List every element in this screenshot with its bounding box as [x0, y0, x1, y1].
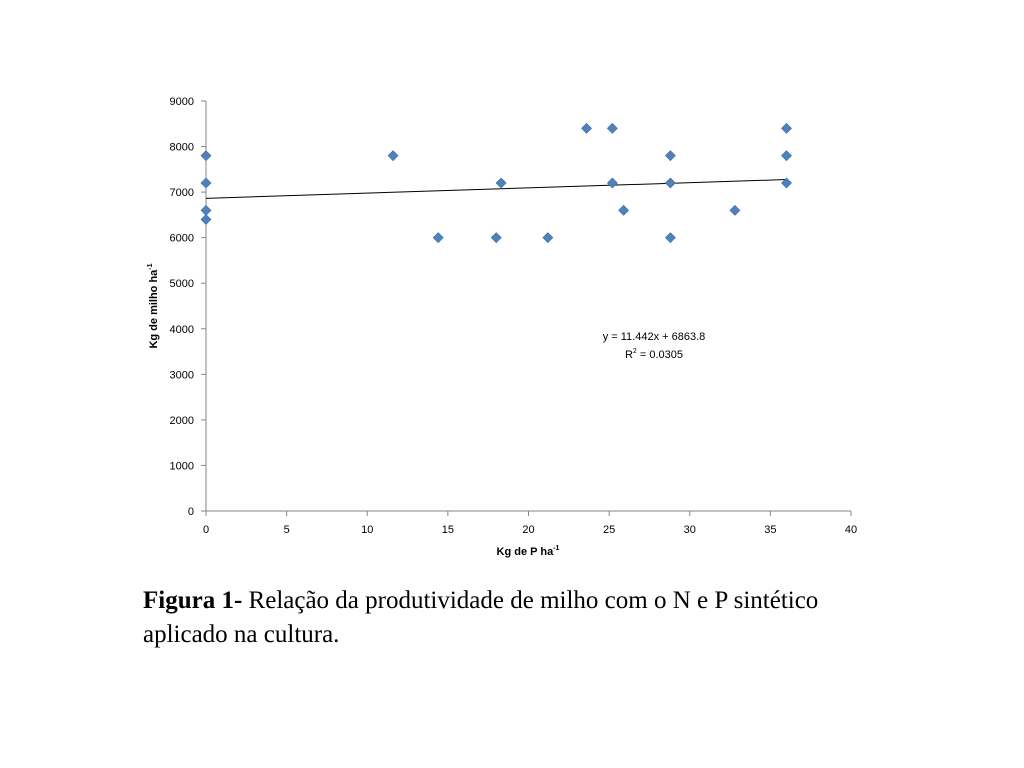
caption-prefix: Figura 1	[143, 587, 234, 614]
data-point	[432, 232, 444, 244]
y-tick-label: 8000	[170, 142, 194, 154]
y-tick-label: 1000	[170, 460, 194, 472]
x-tick-label: 40	[845, 524, 857, 536]
r-squared-value: = 0.0305	[637, 349, 683, 361]
scatter-chart: 0 1000 2000 3000 4000 5000 6000 7000 8000 9000 0 5…	[147, 96, 857, 558]
data-point	[200, 204, 212, 216]
x-tick-label: 0	[203, 524, 209, 536]
x-tick-label: 30	[684, 524, 696, 536]
data-point	[490, 232, 502, 244]
r-squared-symbol: R	[625, 349, 633, 361]
r-squared-label: R2 = 0.0305	[625, 348, 683, 361]
y-tick-label: 4000	[170, 324, 194, 336]
data-point	[606, 122, 618, 134]
r-squared-superscript: 2	[633, 348, 637, 355]
x-tick-label: 35	[764, 524, 776, 536]
x-axis-title: Kg de P ha-1	[497, 545, 560, 558]
data-point	[781, 177, 792, 189]
y-tick-label: 3000	[170, 369, 194, 381]
y-axis: 0 1000 2000 3000 4000 5000 6000 7000 8000 9000	[170, 96, 207, 518]
y-tick-label: 7000	[170, 187, 194, 199]
y-ticks: 0 1000 2000 3000 4000 5000 6000 7000 8000 9000	[170, 96, 206, 518]
x-tick-label: 25	[603, 524, 615, 536]
y-tick-label: 5000	[170, 278, 194, 290]
x-tick-label: 20	[522, 524, 534, 536]
data-point	[664, 177, 676, 189]
data-points	[200, 122, 792, 244]
caption-text: Relação da produtividade de milho com o …	[143, 587, 819, 648]
y-tick-label: 9000	[170, 96, 194, 108]
x-axis-title-text: Kg de P ha	[497, 546, 555, 558]
x-axis-title-sup: -1	[553, 545, 559, 552]
x-ticks: 0 5 10 15 20 25 30 35 40	[203, 511, 857, 536]
trendline-equation: y = 11.442x + 6863.8	[603, 331, 706, 343]
y-axis-title-text: Kg de milho ha	[148, 269, 160, 349]
caption-dash: -	[233, 587, 243, 614]
data-point	[200, 150, 212, 162]
x-tick-label: 15	[442, 524, 454, 536]
data-point	[581, 122, 592, 134]
data-point	[729, 204, 741, 216]
x-tick-label: 10	[361, 524, 373, 536]
data-point	[618, 204, 630, 216]
y-tick-label: 6000	[170, 233, 194, 245]
y-axis-title: Kg de milho ha-1	[147, 263, 160, 348]
data-point	[200, 177, 212, 189]
data-point	[664, 150, 676, 162]
data-point	[387, 150, 399, 162]
figure-caption: Figura 1- Relação da produtividade de mi…	[143, 584, 843, 652]
y-axis-title-sup: -1	[147, 263, 154, 269]
data-point	[781, 122, 792, 134]
y-tick-label: 2000	[170, 415, 194, 427]
data-point	[606, 177, 618, 189]
y-tick-label: 0	[188, 506, 194, 518]
data-point	[495, 177, 507, 189]
data-point	[200, 214, 212, 225]
trendline	[205, 179, 787, 199]
x-axis: 0 5 10 15 20 25 30 35 40	[203, 510, 857, 536]
data-point	[781, 150, 792, 162]
x-tick-label: 5	[284, 524, 290, 536]
data-point	[542, 232, 554, 244]
data-point	[664, 232, 676, 244]
